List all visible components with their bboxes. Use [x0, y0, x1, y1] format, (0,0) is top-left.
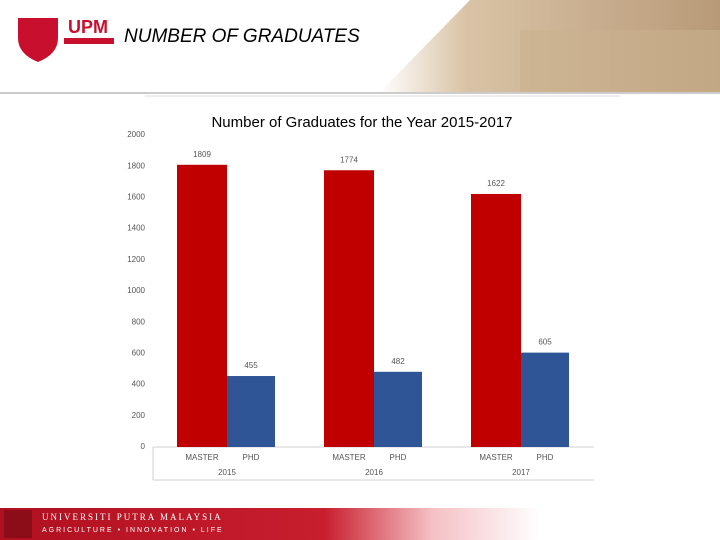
y-tick-label: 1600	[127, 193, 145, 202]
series-label: PHD	[390, 453, 407, 462]
bar	[177, 164, 227, 447]
y-tick-label: 1400	[127, 224, 145, 233]
y-tick-label: 1000	[127, 286, 145, 295]
series-label: PHD	[537, 453, 554, 462]
y-tick-label: 1800	[127, 161, 145, 170]
logo-shield	[18, 18, 58, 62]
footer-logo	[4, 510, 32, 538]
value-label: 1809	[193, 150, 211, 159]
chart-title: Number of Graduates for the Year 2015-20…	[211, 114, 512, 131]
value-label: 1622	[487, 179, 505, 188]
value-label: 1774	[340, 155, 358, 164]
y-tick-label: 0	[141, 442, 146, 451]
footer-band	[0, 508, 720, 540]
y-tick-label: 1200	[127, 255, 145, 264]
x-tick-label: 2015	[218, 468, 236, 477]
logo-bar	[64, 38, 114, 44]
y-tick-label: 2000	[127, 130, 145, 139]
bar	[471, 193, 521, 447]
bar	[521, 352, 569, 447]
value-label: 605	[538, 338, 552, 347]
building	[520, 30, 720, 92]
y-tick-label: 400	[132, 380, 146, 389]
x-tick-label: 2016	[365, 468, 383, 477]
series-label: MASTER	[332, 453, 366, 462]
y-tick-label: 800	[132, 317, 146, 326]
y-tick-label: 200	[132, 411, 146, 420]
logo-text: UPM	[68, 17, 108, 37]
bar	[374, 371, 422, 447]
series-label: MASTER	[185, 453, 219, 462]
series-label: MASTER	[479, 453, 513, 462]
value-label: 482	[391, 357, 405, 366]
y-tick-label: 600	[132, 349, 146, 358]
value-label: 455	[244, 361, 258, 370]
footer-name: UNIVERSITI PUTRA MALAYSIA	[42, 512, 223, 522]
header-title: NUMBER OF GRADUATES	[124, 26, 360, 47]
bar	[324, 170, 374, 448]
footer-motto: AGRICULTURE • INNOVATION • LIFE	[42, 527, 224, 534]
x-tick-label: 2017	[512, 468, 530, 477]
series-label: PHD	[243, 453, 260, 462]
bar	[227, 376, 275, 447]
